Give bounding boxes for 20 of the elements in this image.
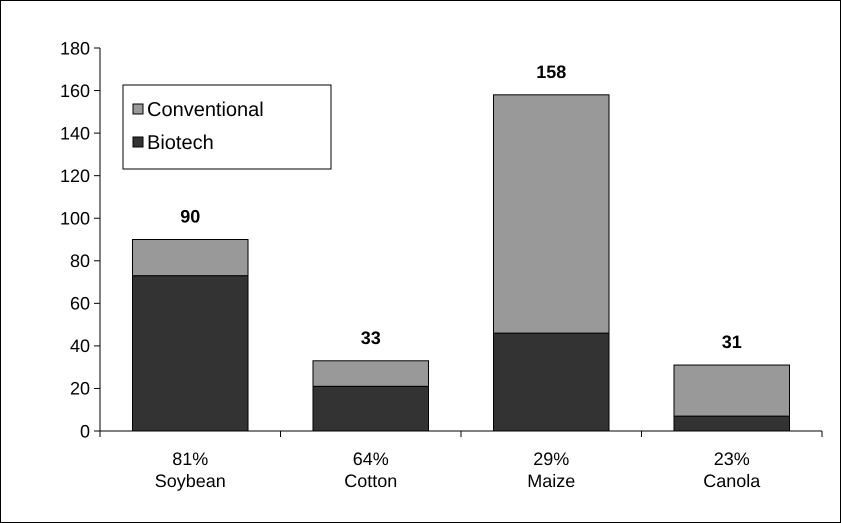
y-tick-label: 180 <box>60 38 90 58</box>
legend-label: Biotech <box>147 132 214 154</box>
y-tick-label: 60 <box>70 294 90 314</box>
y-tick-label: 100 <box>60 208 90 229</box>
legend-label: Conventional <box>147 99 264 121</box>
total-label: 158 <box>536 62 566 82</box>
x-tick-label: 81% Soybean <box>154 449 226 491</box>
y-tick-label: 40 <box>70 336 90 356</box>
total-label: 31 <box>722 332 742 352</box>
y-tick-label: 160 <box>60 80 90 101</box>
y-tick-label: 20 <box>70 378 90 399</box>
total-label: 33 <box>360 328 381 348</box>
y-tick-label: 80 <box>70 251 90 272</box>
total-label: 90 <box>180 206 200 226</box>
y-tick-label: 120 <box>60 166 90 186</box>
x-tick-label: 23% Canola <box>703 449 762 491</box>
x-tick-label: 64% Cotton <box>344 449 398 491</box>
y-tick-label: 0 <box>80 421 90 442</box>
y-tick-label: 140 <box>60 123 90 144</box>
x-tick-label: 29% Maize <box>527 449 576 491</box>
